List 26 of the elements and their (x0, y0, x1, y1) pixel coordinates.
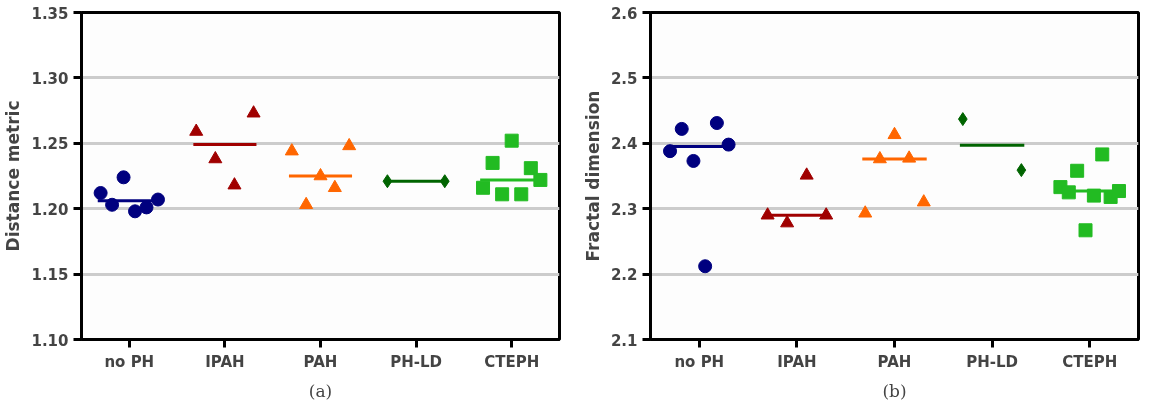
x-tick-label: no PH (104, 352, 155, 371)
y-tick-label: 2.6 (610, 4, 638, 23)
text: (b) (882, 380, 907, 401)
y-tick-label: 2.1 (610, 331, 638, 350)
x-tick-label: CTEPH (1062, 352, 1118, 371)
x-tick-label: PAH (303, 352, 338, 371)
x-tick-label: IPAH (205, 352, 245, 371)
y-tick-label: 2.2 (610, 266, 638, 285)
x-tick-label: IPAH (777, 352, 817, 371)
x-tick-label: PH-LD (390, 352, 443, 371)
x-tick-label: CTEPH (484, 352, 540, 371)
y-tick-label: 1.10 (31, 331, 69, 350)
x-tick-label: no PH (674, 352, 725, 371)
y-tick-label: 2.3 (610, 200, 638, 219)
y-axis-title: Fractal dimension (582, 90, 603, 262)
y-tick-label: 1.30 (31, 69, 69, 88)
text: (a) (308, 380, 333, 401)
y-tick-label: 2.4 (610, 135, 638, 154)
x-tick-label: PH-LD (966, 352, 1019, 371)
x-tick-label: PAH (877, 352, 912, 371)
y-tick-label: 2.5 (610, 69, 638, 88)
y-axis-title: Distance metric (3, 100, 24, 252)
y-tick-label: 1.20 (31, 200, 69, 219)
y-tick-label: 1.15 (31, 266, 69, 285)
y-tick-label: 1.35 (31, 4, 69, 23)
y-tick-label: 1.25 (31, 135, 69, 154)
